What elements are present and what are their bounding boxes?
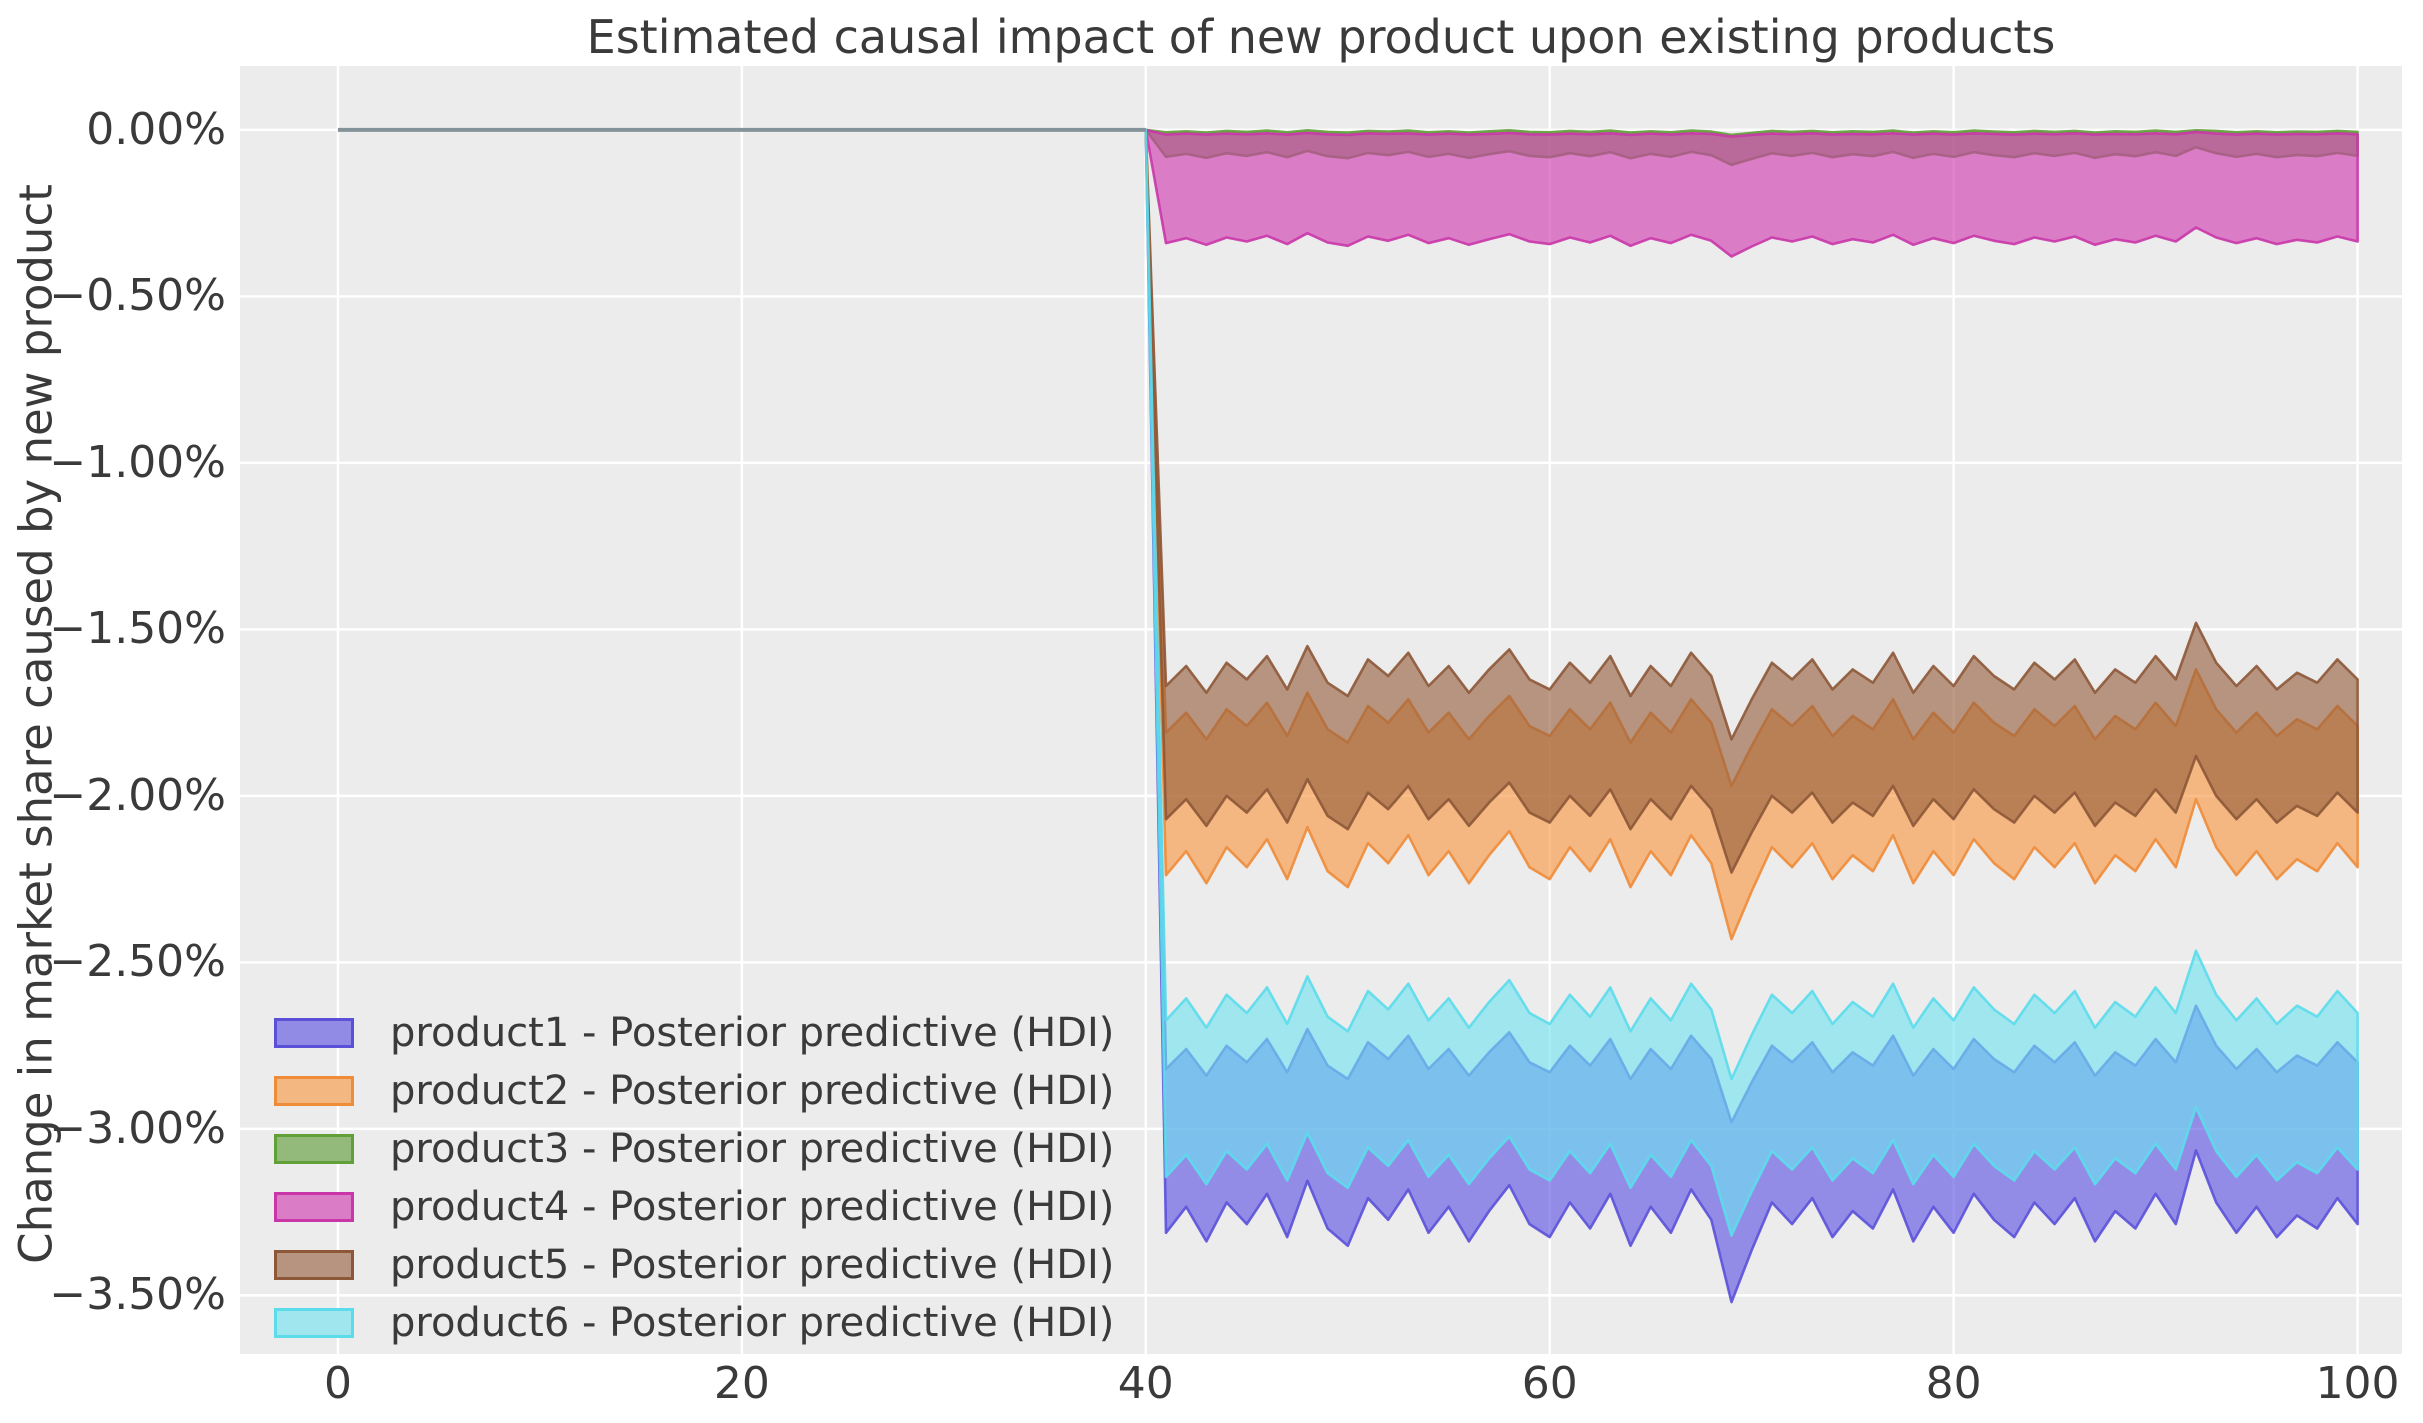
legend-swatch-product6 [274,1308,354,1338]
y-tick-label-−0.50%: −0.50% [49,270,226,322]
y-tick-label-−2.00%: −2.00% [49,769,226,821]
legend-label-product1: product1 - Posterior predictive (HDI) [390,1010,1115,1056]
legend: product1 - Posterior predictive (HDI) pro… [274,1004,1114,1352]
band-product5 [1144,128,2359,874]
legend-swatch-product2 [274,1076,354,1106]
legend-item-product5: product5 - Posterior predictive (HDI) [274,1236,1114,1294]
legend-swatch-product1 [274,1018,354,1048]
y-tick-label-0.00%: 0.00% [86,103,226,155]
legend-label-product5: product5 - Posterior predictive (HDI) [390,1242,1115,1288]
legend-item-product2: product2 - Posterior predictive (HDI) [274,1062,1114,1120]
band-product6 [1144,128,2359,1237]
legend-swatch-product4 [274,1192,354,1222]
x-tick-label-40: 40 [1117,1358,1174,1409]
plot-svg [240,66,2402,1354]
x-tick-label-60: 60 [1521,1358,1578,1409]
y-tick-label-−3.50%: −3.50% [49,1269,226,1321]
legend-item-product4: product4 - Posterior predictive (HDI) [274,1178,1114,1236]
x-tick-label-100: 100 [2315,1358,2400,1409]
y-tick-label-−1.50%: −1.50% [49,603,226,655]
band-product4 [1144,128,2359,258]
y-axis-title: Change in market share caused by new pro… [9,184,63,1264]
legend-item-product3: product3 - Posterior predictive (HDI) [274,1120,1114,1178]
y-tick-label-−3.00%: −3.00% [49,1102,226,1154]
legend-label-product4: product4 - Posterior predictive (HDI) [390,1184,1115,1230]
legend-label-product2: product2 - Posterior predictive (HDI) [390,1068,1115,1114]
legend-swatch-product3 [274,1134,354,1164]
x-tick-label-0: 0 [323,1358,352,1409]
x-tick-label-20: 20 [713,1358,770,1409]
legend-swatch-product5 [274,1250,354,1280]
legend-label-product3: product3 - Posterior predictive (HDI) [390,1126,1115,1172]
x-tick-label-80: 80 [1925,1358,1982,1409]
y-tick-label-−2.50%: −2.50% [49,936,226,988]
legend-item-product1: product1 - Posterior predictive (HDI) [274,1004,1114,1062]
y-tick-label-−1.00%: −1.00% [49,436,226,488]
plot-area: product1 - Posterior predictive (HDI) pro… [240,66,2402,1354]
chart-title: Estimated causal impact of new product u… [586,10,2056,64]
legend-item-product6: product6 - Posterior predictive (HDI) [274,1294,1114,1352]
legend-label-product6: product6 - Posterior predictive (HDI) [390,1300,1115,1346]
